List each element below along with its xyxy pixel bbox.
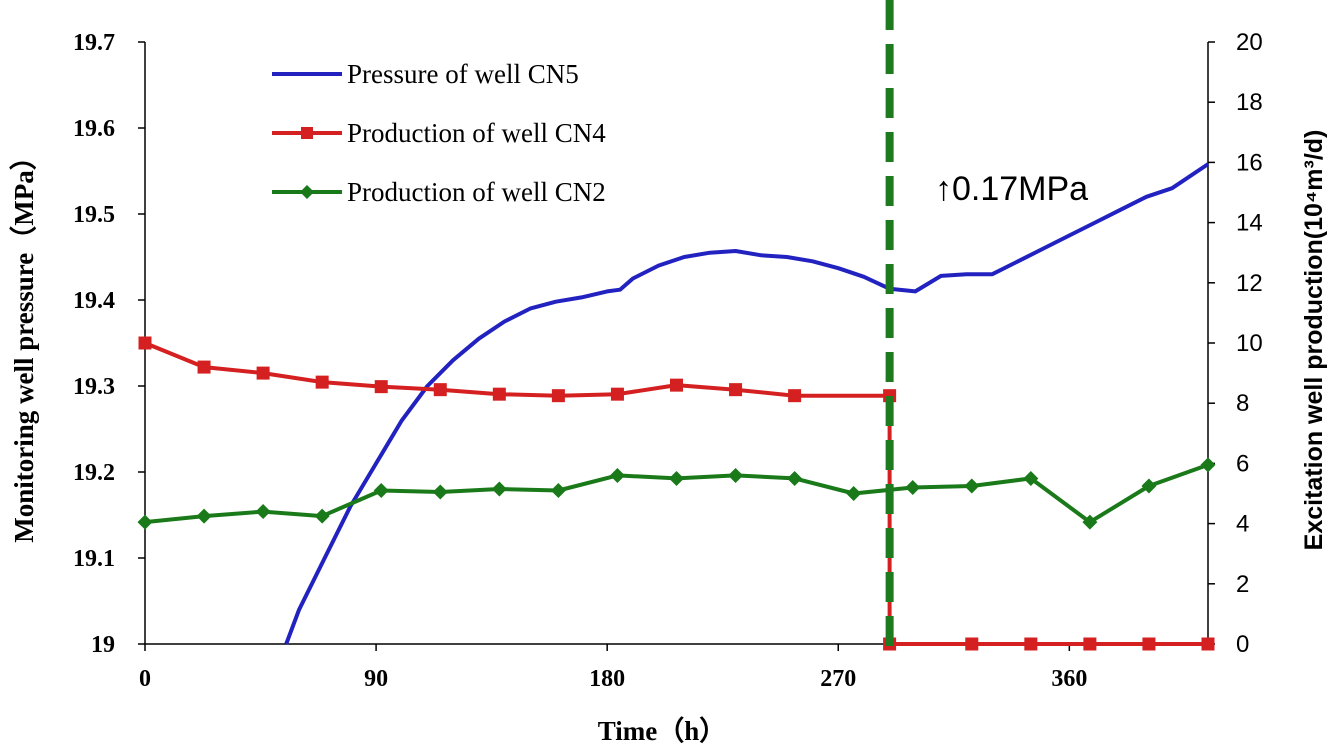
data-point-square [551,389,565,403]
data-point-diamond [432,484,448,500]
right-axis-ticks: 0 2 4 6 8 10 12 14 16 18 20 [1208,29,1263,658]
data-point-diamond [1200,457,1216,473]
data-point-square [670,378,683,392]
legend-label-cn2: Production of well CN2 [347,177,606,207]
legend: Pressure of well CN5 Production of well … [272,59,606,207]
x-tick-label: 270 [820,666,856,692]
data-point-diamond [964,478,980,494]
data-point-diamond [1141,478,1157,494]
data-point-square [315,375,329,389]
data-point-diamond [787,470,803,486]
right-tick-label: 18 [1236,89,1263,116]
left-axis-title: Monitoring well pressure（MPa） [9,143,39,542]
data-point-diamond [137,514,153,530]
right-tick-label: 6 [1236,450,1249,477]
left-tick-label: 19.7 [73,30,115,56]
left-tick-label: 19 [91,632,115,658]
right-tick-label: 12 [1236,270,1263,297]
legend-item-cn4: Production of well CN4 [272,118,606,148]
legend-item-cn5: Pressure of well CN5 [272,59,579,89]
data-point-square [1024,637,1038,651]
left-axis-ticks: 19 19.1 19.2 19.3 19.4 19.5 19.6 19.7 [73,30,145,658]
data-point-diamond [728,467,744,483]
legend-label-cn4: Production of well CN4 [347,118,606,148]
data-point-square [1201,637,1215,651]
right-tick-label: 10 [1236,330,1263,357]
data-point-diamond [609,467,625,483]
annotation-text: ↑0.17MPa [935,170,1088,208]
right-tick-label: 20 [1236,29,1263,56]
left-tick-label: 19.6 [73,116,115,142]
data-point-diamond [846,486,862,501]
data-point-square [788,389,802,403]
left-tick-label: 19.1 [73,546,115,572]
series-production-of-well-cn2 [137,457,1216,530]
right-tick-label: 0 [1236,631,1249,658]
data-point-diamond [314,508,330,524]
data-point-square [138,336,152,350]
series-pressure-of-well-cn5 [284,162,1210,645]
left-tick-label: 19.4 [73,288,115,314]
x-axis-title: Time（h） [598,716,727,746]
left-tick-label: 19.2 [73,460,115,486]
legend-item-cn2: Production of well CN2 [272,177,606,207]
data-point-square [729,383,743,397]
x-axis-ticks: 0 90 180 270 360 [139,644,1087,692]
data-point-square [256,366,270,380]
data-point-square [1142,637,1156,651]
right-tick-label: 14 [1236,210,1263,237]
data-point-diamond [373,482,389,498]
legend-marker-cn4 [301,127,313,139]
data-point-square [374,380,388,394]
right-tick-label: 2 [1236,571,1249,598]
series-layer [137,162,1216,651]
data-point-diamond [669,470,684,486]
right-axis-title: Excitation well production(10⁴m³/d) [1300,130,1328,551]
x-tick-label: 180 [589,666,625,692]
data-point-square [197,360,211,374]
right-tick-label: 16 [1236,149,1263,176]
data-point-square [1083,637,1097,651]
legend-marker-cn2 [300,185,314,199]
left-tick-label: 19.3 [73,374,115,400]
data-point-diamond [905,479,921,495]
right-tick-label: 8 [1236,390,1249,417]
data-point-square [610,387,624,401]
data-point-diamond [1082,514,1098,530]
legend-label-cn5: Pressure of well CN5 [347,59,579,89]
x-tick-label: 360 [1051,666,1087,692]
data-point-square [492,387,506,401]
x-tick-label: 90 [364,666,388,692]
data-point-diamond [1023,470,1039,486]
series-line-pressure-of-well-cn5 [284,162,1210,645]
data-point-diamond [550,482,566,498]
x-tick-label: 0 [139,666,151,692]
data-point-square [433,383,447,397]
data-point-diamond [196,508,212,524]
data-point-diamond [491,481,507,497]
data-point-square [965,637,979,651]
data-point-diamond [255,504,271,520]
left-tick-label: 19.5 [73,202,115,228]
right-tick-label: 4 [1236,511,1249,538]
